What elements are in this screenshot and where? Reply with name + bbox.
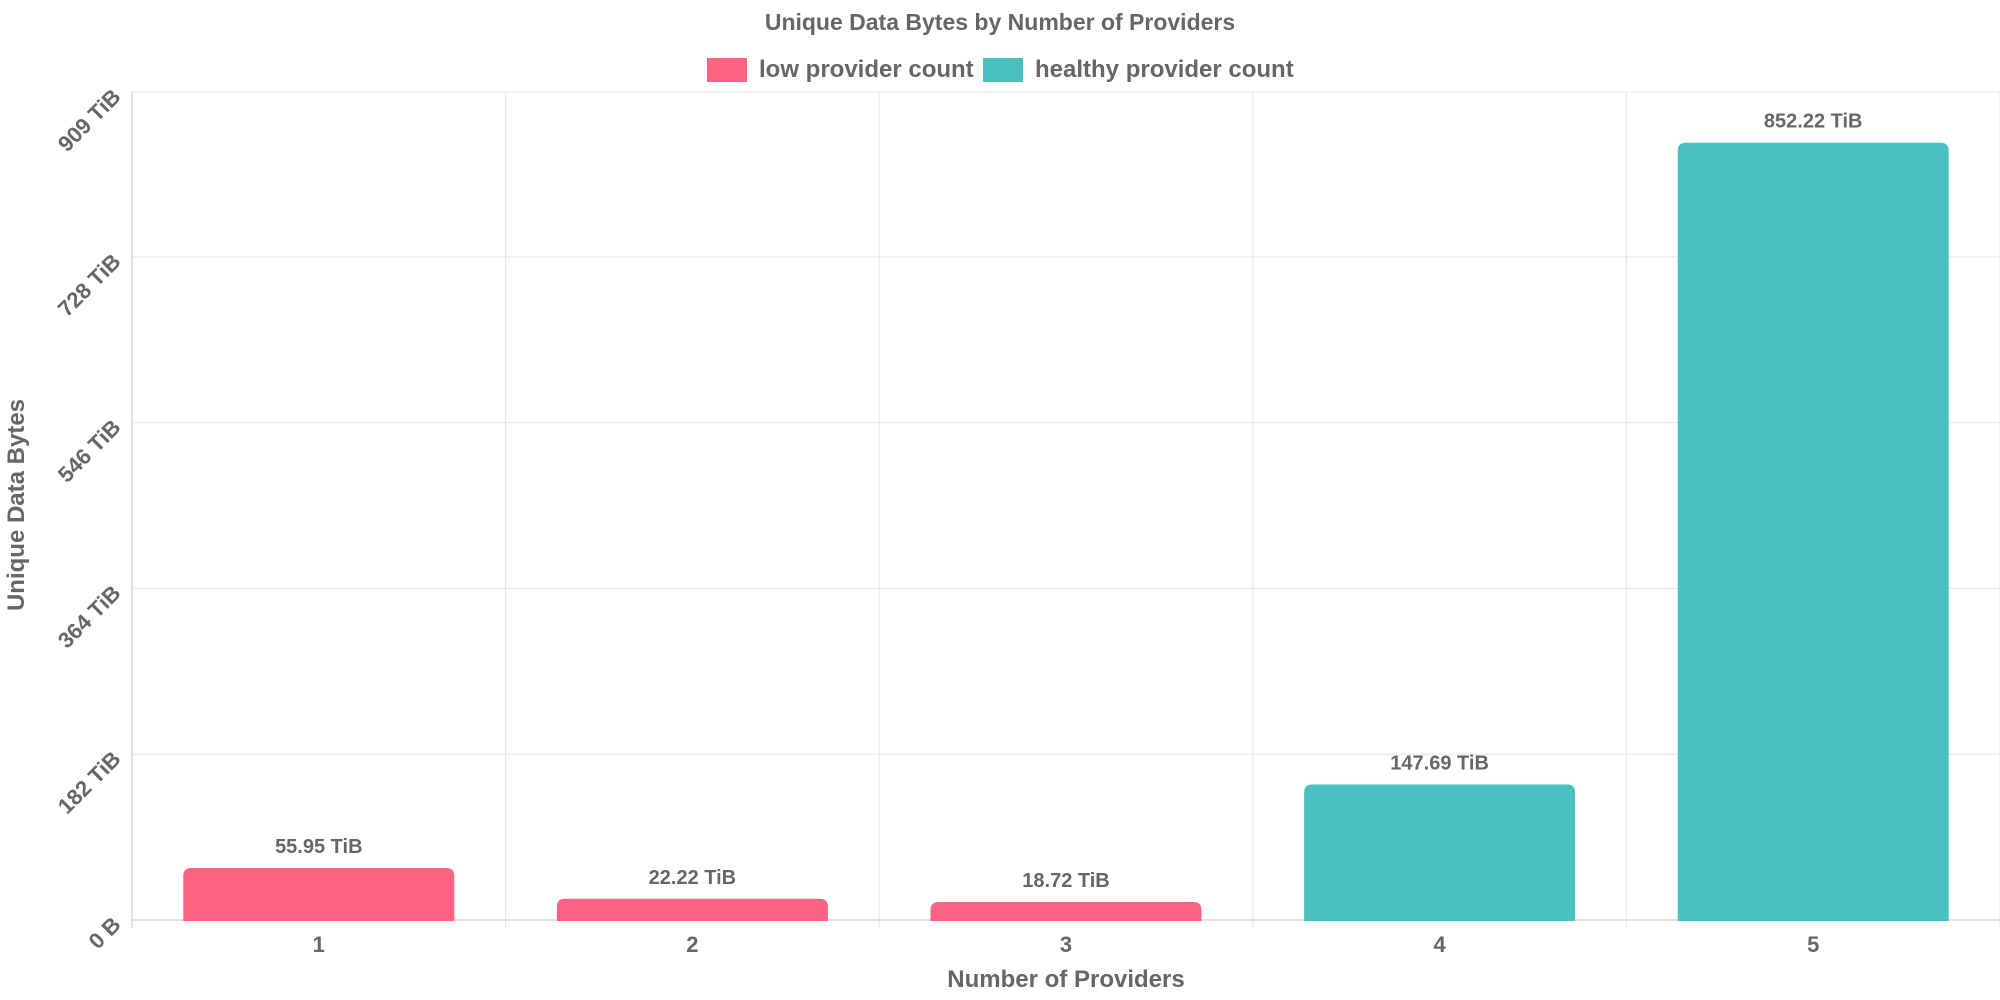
legend-swatch (707, 58, 747, 82)
legend-label: healthy provider count (1035, 56, 1294, 83)
data-label-5: 852.22 TiB (1764, 111, 1863, 133)
y-tick-label: 546 TiB (53, 415, 126, 488)
data-label-1: 55.95 TiB (275, 836, 362, 858)
data-label-2: 22.22 TiB (649, 867, 736, 889)
y-tick-label: 728 TiB (53, 249, 126, 322)
y-axis-title: Unique Data Bytes (3, 399, 30, 611)
bar-4[interactable] (1304, 784, 1576, 921)
bar-1[interactable] (183, 868, 455, 921)
legend-label: low provider count (759, 56, 974, 83)
x-tick-label: 1 (313, 932, 325, 957)
y-tick-label: 909 TiB (53, 84, 126, 157)
x-axis-ticks: 1 2 3 4 5 (313, 932, 1820, 957)
legend[interactable]: low provider count healthy provider count (707, 56, 1294, 83)
x-tick-label: 4 (1433, 932, 1446, 957)
legend-item-1[interactable]: healthy provider count (983, 56, 1294, 83)
legend-swatch (983, 58, 1023, 82)
y-axis-ticks: 0 B 182 TiB 364 TiB 546 TiB 728 TiB 909 TiB (53, 84, 126, 954)
y-tick-label: 182 TiB (53, 746, 126, 819)
bar-3[interactable] (930, 901, 1202, 921)
legend-item-0[interactable]: low provider count (707, 56, 974, 83)
data-label-3: 18.72 TiB (1022, 870, 1109, 892)
data-label-4: 147.69 TiB (1390, 752, 1489, 774)
x-tick-label: 2 (686, 932, 698, 957)
x-axis-title: Number of Providers (947, 966, 1184, 993)
y-tick-label: 0 B (84, 912, 126, 954)
x-tick-label: 3 (1060, 932, 1072, 957)
bar-5[interactable] (1677, 142, 1949, 921)
x-tick-label: 5 (1807, 932, 1819, 957)
bars: 55.95 TiB 22.22 TiB 18.72 TiB 147.69 TiB 852… (183, 111, 1949, 921)
bar-2[interactable] (556, 898, 828, 921)
chart-title: Unique Data Bytes by Number of Providers (765, 9, 1235, 35)
y-tick-label: 364 TiB (53, 580, 126, 653)
